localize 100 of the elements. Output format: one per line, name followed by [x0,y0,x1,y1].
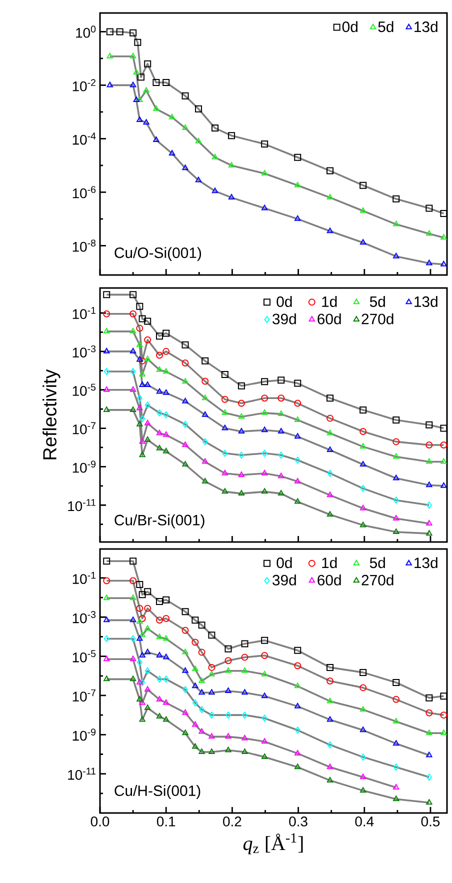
point [242,689,248,695]
point [156,652,163,658]
point [294,215,301,221]
x-tick-label: 0.2 [223,816,242,826]
line-series [106,619,430,756]
point [261,692,268,698]
point [144,625,151,631]
point [225,733,232,739]
point [130,635,136,642]
point [426,458,432,464]
point [139,632,146,638]
point [198,648,206,656]
point [130,558,137,565]
point [238,452,244,459]
point [261,670,268,676]
legend-label: 13d [414,296,438,307]
point [360,522,366,528]
point [278,410,284,416]
point [156,388,163,394]
point [194,105,202,112]
point [130,577,137,584]
point [242,667,248,673]
point [212,188,218,194]
point [326,167,334,174]
point [104,616,110,622]
legend-label: 39d [272,313,296,324]
point [360,787,366,793]
point [208,664,216,671]
legend-label: 60d [318,574,341,586]
point [228,162,235,168]
y-tick-label: 10$^{-7}$ [72,689,96,702]
point [202,411,208,417]
annotation: Cu/O-Si(001) [114,247,202,262]
point [360,207,366,213]
point [294,498,301,504]
point [225,687,232,693]
point [130,616,136,622]
point [294,682,301,688]
point [144,420,151,426]
y-tick-label: 10$^{-1}$ [72,572,96,584]
point [130,594,136,600]
point [156,676,162,683]
point [327,741,333,748]
point [360,684,367,692]
point [130,406,136,412]
point [136,679,143,684]
point [143,119,150,125]
point [393,220,400,226]
point [156,634,163,640]
point [144,648,151,654]
legend-label: 5d [370,296,385,307]
point [182,441,188,447]
point [261,470,268,476]
point [278,376,285,384]
point [182,667,188,673]
legend-label: 39d [272,574,296,586]
point [294,433,301,439]
point [136,96,143,102]
point [326,228,334,234]
point [426,730,432,736]
point [326,511,334,517]
point [326,446,334,452]
point [242,748,248,754]
point [326,776,334,782]
point [116,28,124,36]
point [144,686,151,692]
point [440,730,447,736]
point [156,616,163,624]
point [392,195,400,202]
point [136,581,144,588]
point [360,774,366,780]
point [238,400,245,407]
point [222,424,228,430]
point [139,652,146,658]
point [163,411,169,418]
point [139,381,146,387]
point [138,615,146,622]
legend-label: 1d [322,296,337,307]
point [163,368,170,374]
point [130,29,137,36]
point [182,124,188,130]
point [294,416,301,422]
point [130,368,136,376]
point [130,291,137,298]
point [136,658,142,666]
point [192,616,199,624]
point [208,632,216,639]
legend-label: 0d [276,296,292,307]
point [294,662,302,670]
point [153,105,160,111]
point [225,712,231,719]
point [360,726,366,732]
point [360,428,367,435]
point [426,421,433,428]
point [278,472,284,478]
point [392,438,400,446]
point [360,484,366,492]
point [199,706,205,714]
point [192,638,199,646]
point [225,667,232,673]
